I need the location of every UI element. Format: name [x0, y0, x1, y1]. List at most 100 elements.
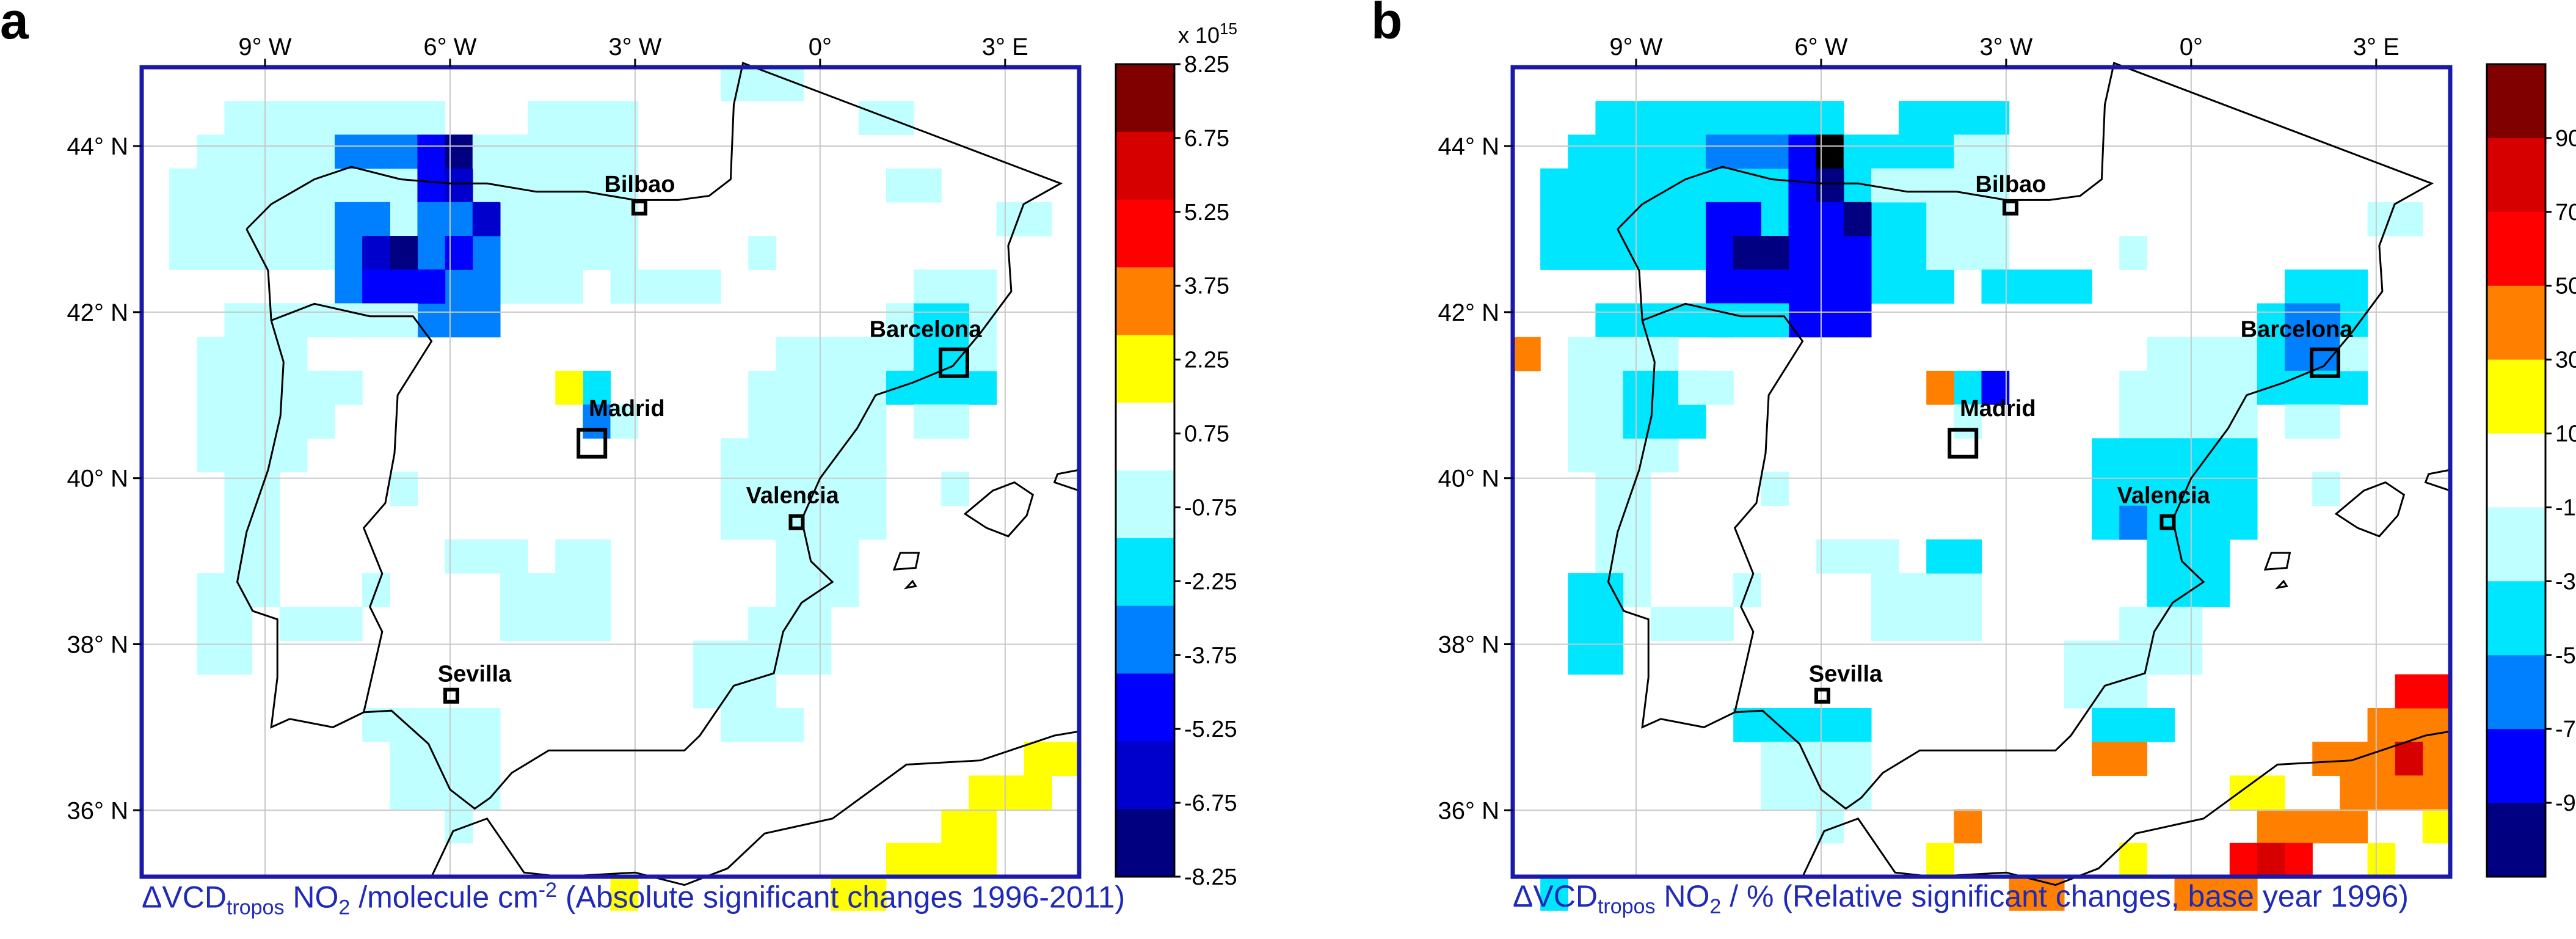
data-cell [748, 236, 776, 270]
lat-tick-label: 42° N [1438, 299, 1500, 326]
data-cell [2257, 303, 2285, 338]
data-cell [197, 202, 225, 236]
data-cell [969, 842, 997, 877]
data-cell [1816, 707, 1844, 742]
data-cell [803, 404, 832, 439]
colorbar-segment [2487, 729, 2545, 803]
data-cell [1788, 775, 1817, 810]
coastlines [1607, 62, 2451, 886]
data-cell [390, 303, 418, 338]
data-cell [2174, 370, 2203, 405]
data-cell [2202, 370, 2230, 405]
data-cell [2422, 707, 2451, 742]
city-label: Valencia [746, 483, 840, 508]
data-cell [1761, 168, 1789, 203]
colorbar-frame [1115, 63, 1176, 878]
data-cell [1788, 707, 1817, 742]
data-cell [2257, 775, 2285, 810]
data-cell [279, 236, 308, 270]
colorbar-segment [2487, 581, 2545, 656]
data-cell [500, 168, 528, 203]
data-cell [2092, 707, 2120, 742]
data-cell [417, 101, 446, 136]
data-cell [500, 236, 528, 270]
data-cell [1540, 877, 1568, 911]
data-cell [831, 505, 859, 540]
data-cell [1706, 607, 1734, 641]
data-cell [2202, 337, 2230, 371]
data-cell [2119, 607, 2147, 641]
lon-tick-label: 0° [809, 34, 832, 60]
data-cell [2064, 640, 2092, 675]
data-cell [197, 337, 225, 371]
formentera-outline [2275, 579, 2288, 590]
data-cell [2174, 404, 2203, 439]
data-cell [610, 404, 639, 439]
data-cell [252, 337, 280, 371]
data-cell [1871, 168, 1899, 203]
data-cell [2395, 775, 2423, 810]
colorbar-tick-label: 30 [2555, 348, 2576, 373]
data-cell [197, 134, 225, 169]
data-cell [886, 842, 914, 877]
data-cell [2119, 370, 2147, 405]
data-cell [969, 370, 997, 405]
data-cell [748, 505, 776, 540]
data-cell [1650, 236, 1679, 270]
colorbar-tick-label: -3.75 [1184, 643, 1237, 668]
data-cell [2119, 842, 2147, 877]
city-label: Barcelona [870, 317, 983, 343]
city-label: Madrid [589, 396, 665, 422]
colorbar-tick-label: -90 [2555, 791, 2576, 816]
data-cell [2119, 438, 2147, 473]
data-cell [803, 607, 832, 641]
lat-ticks: 44° N 42° N 40° N 38° N 36° N [1438, 133, 1513, 824]
data-cell [417, 269, 446, 304]
data-cell [528, 168, 556, 203]
data-cell [417, 202, 446, 236]
data-cell [307, 202, 335, 236]
data-cell [197, 573, 225, 607]
data-cell [610, 101, 639, 136]
caption-b: ΔVCDtropos NO2 / % (Relative significant… [1513, 879, 2409, 918]
data-cell [390, 101, 418, 136]
data-cell [1816, 202, 1844, 236]
data-cell [1595, 303, 1624, 338]
data-cell [914, 168, 942, 203]
colorbar-segment [2487, 655, 2545, 729]
data-cell [307, 236, 335, 270]
data-cell [1568, 337, 1596, 371]
data-cell [500, 269, 528, 304]
data-cell [197, 404, 225, 439]
colorbar-tick-label: -2.25 [1184, 569, 1237, 594]
data-cell [1568, 370, 1596, 405]
data-cell [252, 134, 280, 169]
data-cell [445, 303, 473, 338]
data-cell [307, 101, 335, 136]
data-cell [1595, 337, 1624, 371]
data-cell [969, 809, 997, 844]
data-cell [1954, 573, 1982, 607]
mallorca-outline [2334, 481, 2406, 538]
data-cell [252, 303, 280, 338]
city-markers: Bilbao Barcelona Madrid Valencia Sevilla [438, 172, 983, 704]
data-cell [2257, 337, 2285, 371]
data-cell [500, 134, 528, 169]
data-cell [2092, 742, 2120, 776]
data-cell [693, 269, 721, 304]
city-marker [788, 514, 805, 530]
data-cell [224, 101, 253, 136]
data-cell [2147, 337, 2175, 371]
data-cell [1706, 101, 1734, 136]
data-cell [307, 404, 335, 439]
lon-tick-label: 0° [2180, 34, 2203, 60]
data-cell [1816, 539, 1844, 574]
data-cell [528, 236, 556, 270]
data-cell [1871, 236, 1899, 270]
data-cell [335, 168, 363, 203]
data-cell [1816, 742, 1844, 776]
lat-tick-label: 40° N [67, 466, 129, 492]
colorbar: 8.25 6.75 5.25 3.75 2.25 0.75 -0.75 -2.25 -3.75 -… [1115, 20, 1237, 890]
colorbar-segment [2487, 211, 2545, 287]
data-cell [1761, 303, 1789, 338]
